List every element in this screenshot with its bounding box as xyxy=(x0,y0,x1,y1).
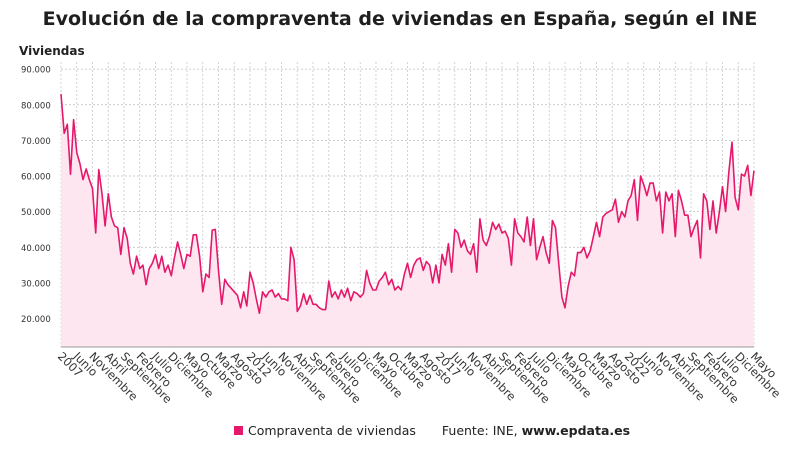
y-tick-label: 60.000 xyxy=(21,173,51,183)
x-tick-labels: 2007JunioNoviembreAbrilSeptiembreFebrero… xyxy=(55,349,784,407)
source-prefix: Fuente: INE, xyxy=(441,423,522,438)
y-axis-label: Viviendas xyxy=(19,44,85,58)
legend-label[interactable]: Compraventa de viviendas xyxy=(248,423,416,438)
y-tick-label: 70.000 xyxy=(21,137,51,147)
y-tick-label: 20.000 xyxy=(21,315,51,325)
series-line xyxy=(60,94,755,315)
legend-swatch xyxy=(234,426,243,435)
series-area xyxy=(61,94,754,347)
chart-title: Evolución de la compraventa de viviendas… xyxy=(42,8,758,30)
y-tick-label: 30.000 xyxy=(21,279,51,289)
y-tick-label: 90.000 xyxy=(21,66,51,76)
y-tick-label: 80.000 xyxy=(21,101,51,111)
legend: Compraventa de viviendas Fuente: INE, ww… xyxy=(234,423,630,438)
source-note: Fuente: INE, www.epdata.es xyxy=(442,423,630,438)
y-tick-labels: 20.000 30.000 40.000 50.000 60.000 70.000 80.0… xyxy=(21,66,51,325)
source-link[interactable]: www.epdata.es xyxy=(521,423,631,438)
y-tick-label: 40.000 xyxy=(21,244,51,254)
y-tick-label: 50.000 xyxy=(21,208,51,218)
